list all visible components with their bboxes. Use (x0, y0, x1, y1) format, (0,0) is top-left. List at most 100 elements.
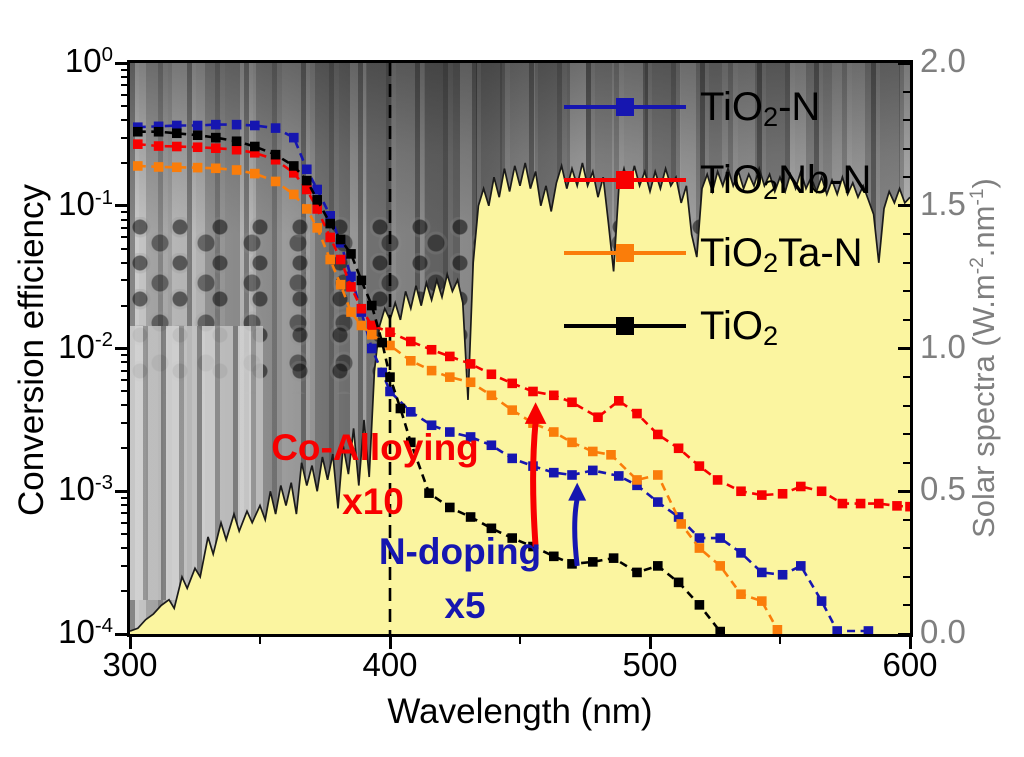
legend-item-TiO2: TiO2 (564, 289, 871, 362)
marker-TiO2-N (346, 271, 356, 282)
y-left-minor-tick (121, 354, 127, 357)
marker-TiO2-N (715, 533, 725, 543)
y-left-minor-tick (121, 261, 127, 264)
marker-TiO2Nb-N (250, 147, 260, 158)
marker-TiO2Ta-N (736, 589, 746, 600)
marker-TiO2-N (312, 184, 322, 195)
marker-TiO2 (608, 553, 619, 563)
marker-TiO2 (653, 561, 663, 571)
marker-TiO2Ta-N (588, 446, 598, 457)
marker-TiO2Nb-N (653, 429, 663, 440)
legend-marker (616, 170, 634, 189)
marker-TiO2Nb-N (211, 143, 221, 154)
marker-TiO2Ta-N (694, 543, 705, 553)
marker-TiO2 (632, 567, 642, 578)
x-major-tick (648, 637, 652, 649)
marker-TiO2-N (507, 453, 517, 464)
y-right-minor-tick (903, 575, 910, 578)
legend-label: TiO2Ta-N (700, 230, 863, 279)
y-right-minor-tick (903, 290, 910, 293)
x-tick-label: 500 (622, 646, 678, 683)
marker-TiO2-N (377, 367, 387, 378)
marker-TiO2Ta-N (192, 162, 203, 173)
legend-label: TiO2 (700, 303, 779, 352)
marker-TiO2Nb-N (426, 344, 437, 355)
y-left-minor-tick (121, 496, 127, 499)
y-left-tick-label: 100 (64, 42, 113, 79)
x-major-tick (128, 637, 132, 649)
marker-TiO2 (507, 533, 517, 543)
x-axis-label: Wavelength (nm) (387, 692, 653, 731)
marker-TiO2Ta-N (211, 163, 221, 174)
y-right-major-tick (898, 489, 910, 493)
marker-TiO2Nb-N (593, 412, 603, 423)
y-right-minor-tick (903, 604, 910, 607)
y-right-minor-tick (903, 404, 910, 407)
marker-TiO2-N (549, 467, 559, 478)
marker-TiO2-N (465, 432, 476, 442)
y-left-minor-tick (121, 447, 127, 450)
solar-spectrum-outline (130, 162, 910, 632)
marker-TiO2Ta-N (567, 437, 577, 448)
marker-TiO2Ta-N (289, 189, 299, 200)
legend-marker (616, 243, 634, 262)
solar-spectrum-area (130, 162, 910, 634)
legend-line (564, 316, 686, 335)
plot-area: TiO2-N TiO2Nb-N TiO2Ta-N TiO2 Co-Alloying x… (130, 63, 910, 634)
marker-TiO2-N (325, 211, 335, 221)
y-left-minor-tick (121, 512, 127, 515)
marker-TiO2 (335, 234, 346, 245)
marker-TiO2Ta-N (335, 279, 346, 290)
marker-TiO2-N (231, 119, 242, 130)
legend-item-TiO2-N: TiO2-N (564, 70, 871, 143)
marker-TiO2Nb-N (892, 501, 902, 511)
marker-TiO2Ta-N (676, 519, 686, 529)
y-left-minor-tick (121, 504, 127, 507)
y-left-minor-tick (121, 118, 127, 121)
marker-TiO2-N (632, 480, 642, 491)
marker-TiO2 (406, 437, 416, 448)
marker-TiO2-N (567, 470, 577, 480)
marker-TiO2Nb-N (465, 359, 476, 369)
y-left-minor-tick (121, 547, 127, 550)
annotation-co-alloying-factor: x10 (342, 481, 404, 522)
marker-TiO2Nb-N (385, 327, 395, 338)
y-left-minor-tick (121, 521, 127, 524)
annotation-n-doping-factor: x5 (444, 585, 486, 626)
marker-TiO2Nb-N (325, 232, 335, 243)
marker-TiO2-N (289, 132, 299, 143)
y-left-minor-tick (121, 136, 127, 139)
y-left-minor-tick (121, 68, 127, 71)
marker-TiO2Ta-N (606, 450, 616, 460)
marker-TiO2Nb-N (673, 443, 684, 454)
marker-TiO2 (211, 132, 221, 143)
y-left-minor-tick (121, 218, 127, 221)
y-right-tick-label: 0.0 (920, 613, 966, 650)
legend-label: TiO2-N (700, 84, 821, 133)
x-minor-tick (779, 637, 781, 644)
y-left-minor-tick (121, 236, 127, 239)
marker-TiO2-N (816, 596, 827, 606)
marker-TiO2-N (757, 567, 767, 578)
y-right-tick-label: 0.5 (920, 470, 966, 508)
marker-TiO2 (270, 149, 281, 160)
legend-line (564, 97, 686, 116)
marker-TiO2Nb-N (406, 336, 416, 347)
marker-TiO2 (231, 136, 242, 147)
marker-TiO2Nb-N (614, 396, 624, 406)
y-right-major-tick (898, 61, 910, 65)
marker-TiO2Nb-N (736, 486, 746, 497)
marker-TiO2 (192, 130, 203, 141)
marker-TiO2Ta-N (231, 165, 242, 175)
marker-TiO2 (289, 161, 299, 171)
marker-TiO2Nb-N (356, 303, 367, 314)
legend-marker (616, 97, 634, 116)
y-left-minor-tick (121, 369, 127, 372)
marker-TiO2Ta-N (772, 625, 783, 634)
marker-TiO2Nb-N (837, 498, 848, 509)
marker-TiO2Nb-N (905, 501, 910, 512)
y-right-minor-tick (903, 518, 910, 521)
y-right-minor-tick (903, 547, 910, 550)
annotation-n-doping: N-doping (378, 531, 542, 572)
marker-TiO2-N (270, 123, 281, 133)
